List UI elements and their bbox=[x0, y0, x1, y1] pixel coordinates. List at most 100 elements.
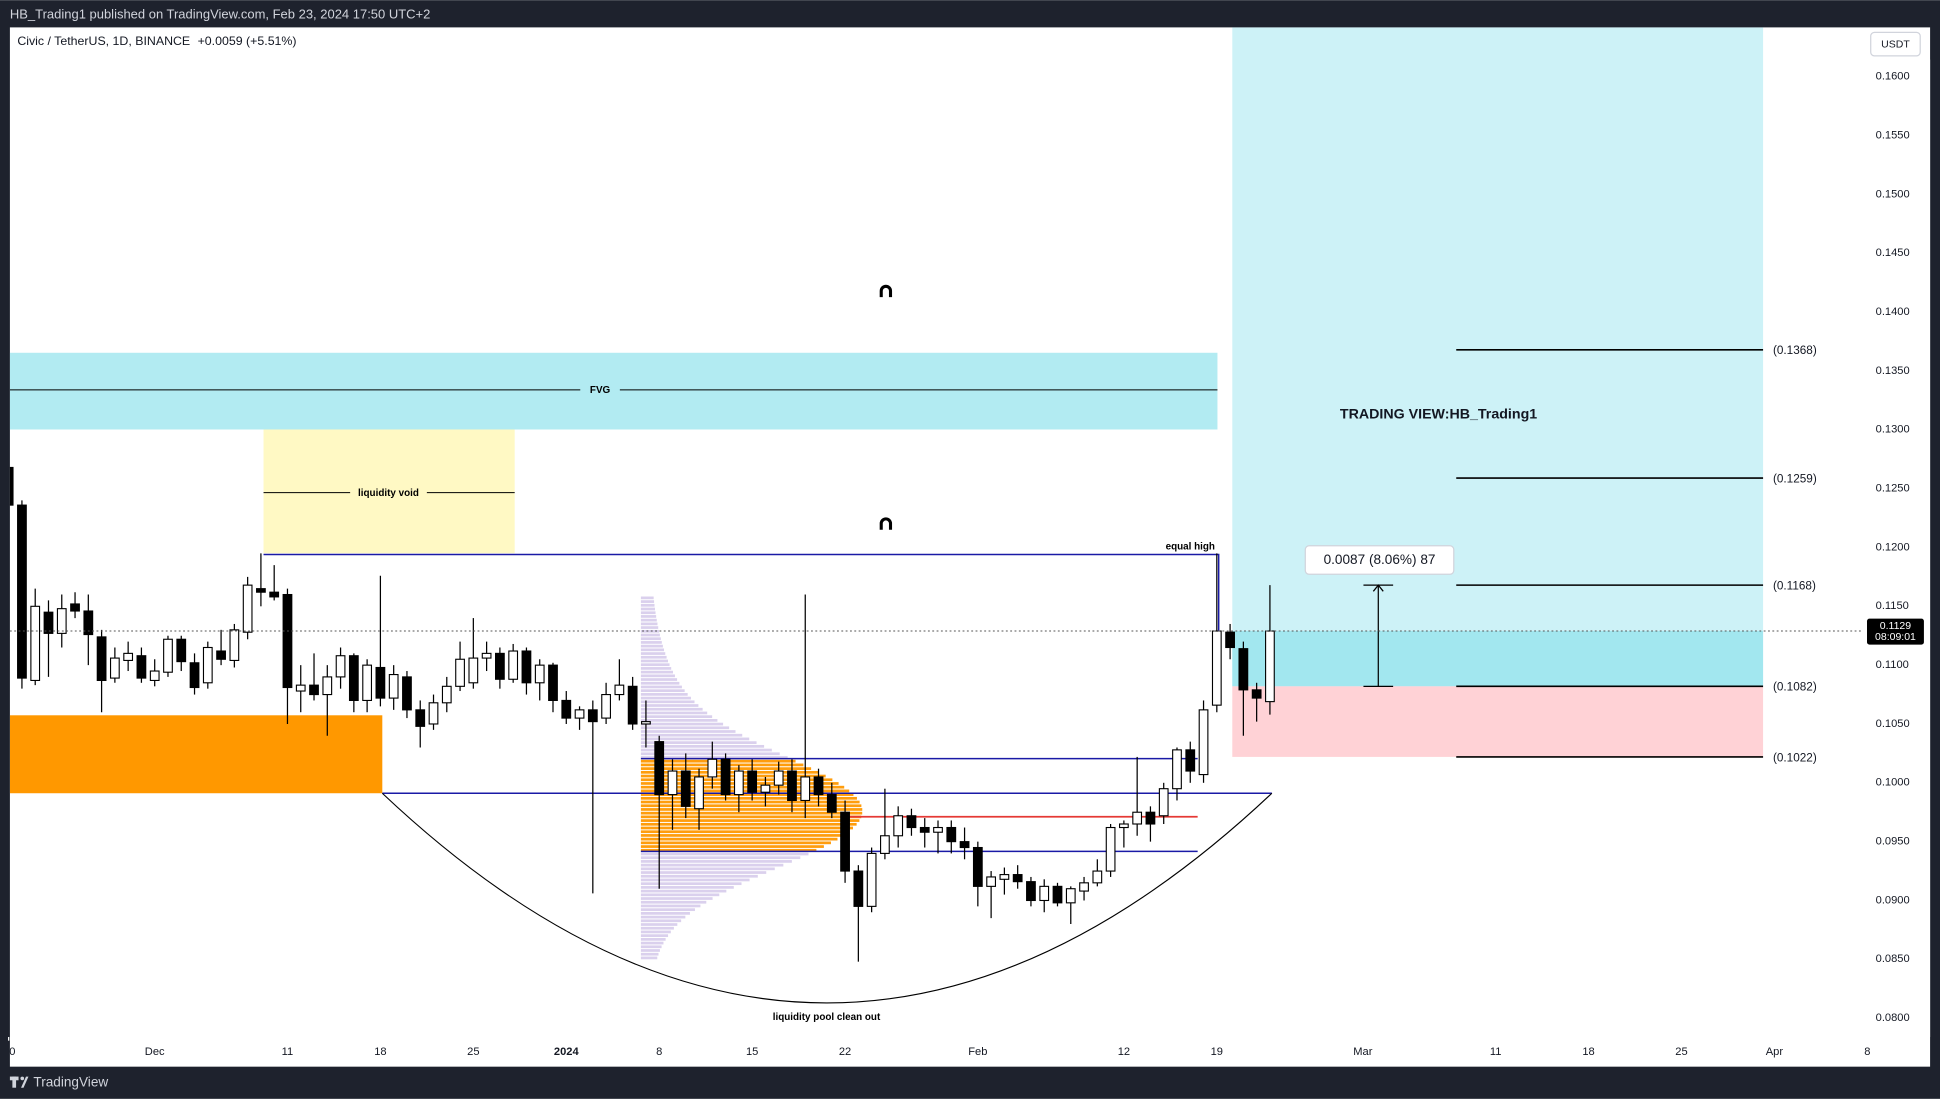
profile-bar bbox=[640, 878, 750, 882]
candle-body bbox=[70, 603, 80, 612]
candle-body bbox=[1079, 882, 1089, 892]
measure-box bbox=[1304, 545, 1455, 575]
candle-body bbox=[813, 776, 824, 796]
level-label: (0.1082) bbox=[1773, 681, 1817, 694]
candle-body bbox=[402, 676, 412, 711]
profile-bar bbox=[640, 615, 657, 618]
pool-label: liquidity pool clean out bbox=[773, 1012, 881, 1023]
currency[interactable]: USDT bbox=[1881, 38, 1910, 50]
y-tick-label: 0.1050 bbox=[1876, 718, 1910, 730]
profile-bar bbox=[640, 741, 757, 744]
y-tick-label: 0.1550 bbox=[1876, 130, 1910, 142]
profile-bar bbox=[640, 744, 765, 748]
candle-body bbox=[109, 657, 120, 679]
x-tick-label: Dec bbox=[145, 1046, 165, 1058]
candle-body bbox=[43, 611, 54, 634]
candle-body bbox=[1065, 888, 1076, 904]
y-tick-label: 0.0800 bbox=[1876, 1012, 1910, 1024]
candle-body bbox=[1118, 823, 1129, 829]
candle-body bbox=[83, 610, 94, 636]
level-label: (0.1368) bbox=[1773, 344, 1817, 357]
y-tick-label: 0.1500 bbox=[1876, 188, 1910, 200]
profile-bar bbox=[640, 874, 758, 878]
change: +0.0059 (+5.51%) bbox=[198, 34, 297, 48]
x-tick-label: 22 bbox=[839, 1046, 851, 1058]
profile-bar bbox=[640, 826, 854, 830]
y-tick-label: 0.1400 bbox=[1876, 306, 1910, 318]
candle-body bbox=[733, 770, 744, 796]
currency-button[interactable] bbox=[1870, 31, 1921, 57]
profile-bar bbox=[640, 611, 656, 615]
profile-bar bbox=[640, 848, 817, 852]
candle-body bbox=[919, 826, 930, 833]
x-tick-label: 19 bbox=[1211, 1046, 1223, 1058]
candle-body bbox=[1012, 874, 1023, 883]
profile-bar bbox=[640, 822, 857, 826]
candle-body bbox=[455, 658, 465, 687]
candle-body bbox=[56, 608, 67, 634]
symbol: Civic / TetherUS, 1D, BINANCE bbox=[17, 34, 190, 48]
candle-body bbox=[17, 504, 27, 679]
candle-body bbox=[521, 650, 532, 684]
candle-body bbox=[654, 741, 665, 796]
symbol-legend: Civic / TetherUS, 1D, BINANCE +0.0059 (+5… bbox=[17, 34, 296, 48]
profile-bar bbox=[640, 707, 703, 711]
profile-bar bbox=[640, 759, 796, 763]
x-tick-label: 12 bbox=[1118, 1046, 1130, 1058]
candle-body bbox=[787, 770, 797, 802]
candle-body bbox=[163, 638, 173, 673]
profile-bar bbox=[640, 856, 801, 860]
x-tick-label: Feb bbox=[968, 1046, 987, 1058]
candle-body bbox=[853, 870, 864, 907]
profile-bar bbox=[640, 774, 826, 778]
candle-body bbox=[959, 841, 970, 849]
candle-body bbox=[574, 709, 585, 719]
x-tick-label: 11 bbox=[282, 1046, 294, 1058]
candle-body bbox=[322, 676, 333, 696]
profile-bar bbox=[640, 655, 667, 659]
candle-body bbox=[1172, 749, 1182, 790]
equal-high-line bbox=[263, 553, 1220, 632]
candle-body bbox=[893, 815, 904, 837]
x-tick-label: 2024 bbox=[554, 1046, 580, 1058]
profile-bar bbox=[640, 937, 666, 941]
profile-bar bbox=[640, 815, 862, 819]
y-tick-label: 0.1450 bbox=[1876, 247, 1910, 259]
profile-bar bbox=[640, 618, 657, 622]
countdown: 08:09:01 bbox=[1875, 631, 1916, 643]
profile-bar bbox=[640, 897, 713, 900]
candle-body bbox=[601, 694, 611, 719]
y-tick-label: 0.1200 bbox=[1876, 541, 1910, 553]
candle-body bbox=[388, 674, 399, 699]
candle-body bbox=[773, 770, 784, 786]
level-label: (0.1168) bbox=[1773, 579, 1816, 592]
x-tick-label: Mar bbox=[1353, 1046, 1372, 1058]
measure-text: 0.0087 (8.06%) 87 bbox=[1324, 552, 1436, 567]
profile-bar bbox=[640, 867, 775, 871]
profile-bar bbox=[640, 652, 666, 655]
watermark: TRADING VIEW:HB_Trading1 bbox=[1340, 406, 1537, 422]
y-tick-label: 0.1350 bbox=[1876, 365, 1910, 377]
candle-body bbox=[1225, 631, 1235, 649]
candle-body bbox=[986, 876, 997, 887]
footer-brand: TradingView bbox=[33, 1074, 108, 1089]
candle-body bbox=[229, 629, 240, 661]
candle-body bbox=[548, 664, 558, 702]
candle-body bbox=[176, 638, 187, 663]
profile-bar bbox=[640, 626, 659, 629]
candle-body bbox=[1198, 709, 1209, 776]
profile-bar bbox=[640, 915, 686, 919]
profile-bar bbox=[640, 793, 854, 796]
profile-bar bbox=[640, 796, 857, 800]
profile-bar bbox=[640, 941, 664, 945]
profile-bar bbox=[640, 923, 678, 926]
candle-body bbox=[1039, 885, 1050, 902]
profile-bar bbox=[640, 919, 682, 923]
profile-bar bbox=[640, 696, 691, 700]
profile-bar bbox=[640, 674, 675, 678]
candle-body bbox=[1158, 788, 1169, 817]
profile-bar bbox=[640, 596, 654, 600]
candle-body bbox=[720, 758, 731, 796]
candle-body bbox=[123, 652, 134, 661]
measure-head bbox=[1372, 584, 1384, 592]
